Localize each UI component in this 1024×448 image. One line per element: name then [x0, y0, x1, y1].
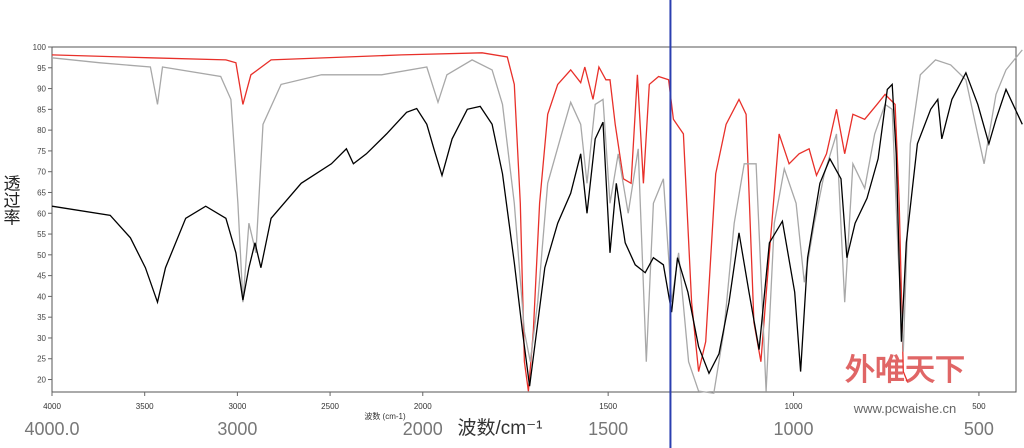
- y-axis-label: 透过率: [1, 174, 21, 225]
- x-tick-label: 4000: [43, 402, 61, 411]
- spectrum-line: [51, 52, 909, 392]
- x-tick-label: 2000: [414, 402, 432, 411]
- spectrum-line: [51, 49, 1023, 394]
- y-tick-label: 80: [37, 126, 46, 135]
- x-axis-label-small: 波数 (cm-1): [364, 411, 406, 421]
- x-tick-label: 2500: [321, 402, 339, 411]
- y-tick-label: 95: [37, 64, 46, 73]
- y-tick-label: 100: [33, 43, 47, 52]
- x-tick-label: 1000: [785, 402, 803, 411]
- y-tick-label: 50: [37, 251, 46, 260]
- x2-tick-label: 3000: [217, 419, 257, 439]
- y-tick-label: 85: [37, 105, 46, 114]
- plot-frame: [51, 46, 1017, 393]
- logo-title: 外唯天下: [845, 354, 965, 387]
- y-tick-label: 45: [37, 272, 46, 281]
- y-tick-label: 65: [37, 188, 46, 197]
- y-tick-label: 35: [37, 313, 46, 322]
- x-tick-label: 3500: [136, 402, 154, 411]
- y-tick-label: 20: [37, 376, 46, 385]
- x2-tick-label: 1000: [774, 419, 814, 439]
- y-tick-label: 60: [37, 209, 46, 218]
- logo-url: www.pcwaishe.cn: [853, 401, 957, 416]
- y-tick-label: 40: [37, 292, 46, 301]
- y-tick-label: 75: [37, 147, 46, 156]
- x-tick-label: 500: [972, 402, 986, 411]
- x2-tick-label: 2000: [403, 419, 443, 439]
- y-tick-label: 70: [37, 168, 46, 177]
- y-tick-label: 25: [37, 355, 46, 364]
- x-tick-label: 1500: [599, 402, 617, 411]
- y-tick-label: 90: [37, 85, 46, 94]
- x-axis-label: 波数/cm⁻¹: [458, 417, 543, 439]
- x2-tick-label: 4000.0: [24, 419, 79, 439]
- x-tick-label: 3000: [228, 402, 246, 411]
- y-tick-label: 55: [37, 230, 46, 239]
- x2-tick-label: 500: [964, 419, 994, 439]
- y-tick-label: 30: [37, 334, 46, 343]
- spectrum-line: [51, 71, 1023, 387]
- x2-tick-label: 1500: [588, 419, 628, 439]
